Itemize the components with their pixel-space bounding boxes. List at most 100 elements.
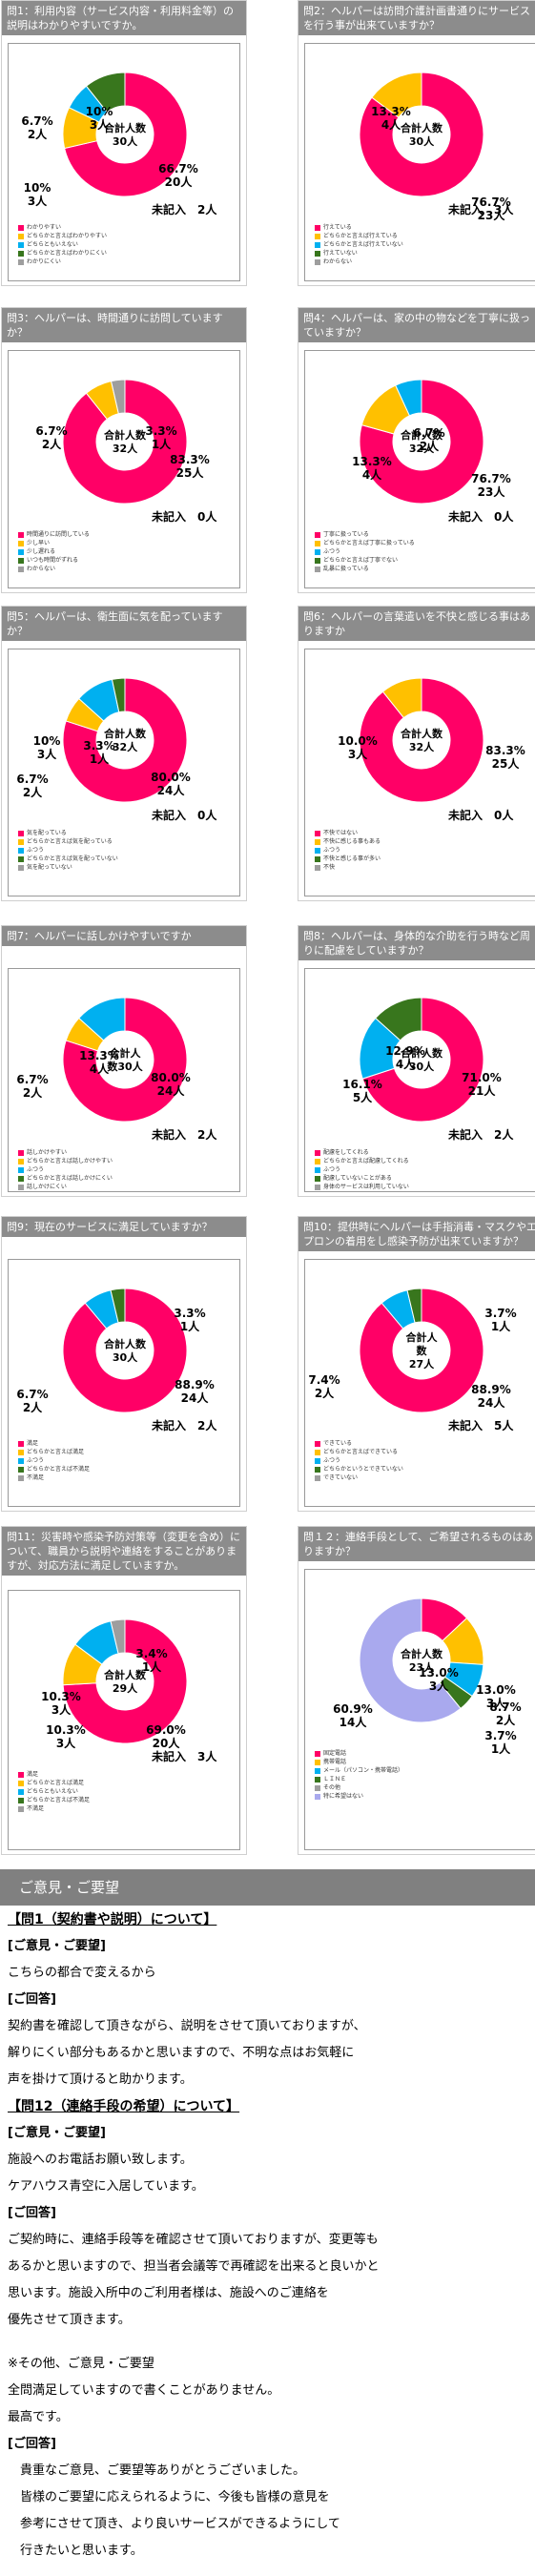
- legend-swatch: [18, 1449, 24, 1455]
- legend-label: 話しかけやすい: [27, 1149, 68, 1156]
- legend-swatch: [18, 1440, 24, 1447]
- legend-swatch: [315, 540, 320, 546]
- data-label-1: 80.0% 24人: [151, 771, 191, 797]
- legend-entry: 満足: [18, 1439, 90, 1448]
- legend-entry: いつも時間がずれる: [18, 556, 90, 565]
- legend-entry: 不快ではない: [315, 829, 381, 837]
- legend-label: どちらかと言えば話しかけやすい: [27, 1158, 113, 1164]
- legend-swatch: [315, 250, 320, 257]
- missing-count-label: 未記入 0人: [447, 808, 514, 822]
- data-label-1: 83.3% 25人: [485, 744, 525, 771]
- legend-label: どちらかと言えば満足: [27, 1780, 85, 1786]
- data-label-1: 76.7% 23人: [471, 196, 511, 222]
- legend-label: どちらかと言えば行えていない: [323, 241, 403, 248]
- legend-entry: ふつう: [315, 1456, 403, 1465]
- legend-entry: 不快と感じる事が多い: [315, 855, 381, 863]
- legend-entry: できていない: [315, 1473, 403, 1482]
- legend-label: わからない: [27, 566, 56, 572]
- chart-legend: わかりやすい どちらかと言えばわかりやすい どちらともいえない どちらかと言えばわかり…: [18, 223, 107, 266]
- legend-label: ＬＩＮＥ: [323, 1776, 347, 1783]
- data-label-3: 10% 3人: [33, 734, 61, 761]
- legend-entry: どちらともいえない: [18, 1787, 90, 1796]
- comment-line: 行きたいと思います。: [8, 2544, 143, 2558]
- legend-entry: 不快: [315, 863, 381, 872]
- data-label-3: 13.3% 4人: [79, 1049, 119, 1076]
- legend-entry: どちらかと言えば満足: [18, 1448, 90, 1456]
- donut-slice-1: [359, 677, 484, 803]
- legend-entry: どちらかと言えば丁寧に扱っている: [315, 539, 415, 547]
- donut-slice-3: [395, 379, 422, 417]
- plot-area: 合計人数 32人 80.0% 24人 6.7% 2人 10% 3人 3.3% 1人 未記入 0人 気を…: [8, 649, 240, 896]
- chart-panel-11: 問11：災害時や感染予防対策等（変更を含め）について、職員から説明や連絡をするこ…: [1, 1526, 247, 1855]
- center-total-label: 合計人数 32人: [104, 428, 147, 455]
- legend-swatch: [315, 1184, 320, 1190]
- legend-swatch: [18, 548, 24, 555]
- legend-swatch: [18, 1466, 24, 1473]
- data-label-1: 13.0% 3人: [419, 1666, 459, 1693]
- legend-entry: 丁寧に扱っている: [315, 530, 415, 539]
- data-label-4: 3.4% 1人: [135, 1647, 167, 1674]
- plot-area: 合計人数 32人 83.3% 25人 10.0% 3人 未記入 0人 不快ではない 不快に感じる…: [304, 649, 535, 896]
- data-label-2: 10.0% 3人: [338, 734, 378, 761]
- comment-line: 参考にさせて頂き、より良いサービスができるようにして: [8, 2517, 340, 2531]
- legend-entry: 話しかけやすい: [18, 1148, 113, 1157]
- data-label-3: 3.3% 1人: [145, 424, 176, 451]
- chart-legend: 行えている どちらかと言えば行えている どちらかと言えば行えていない 行えていない わか…: [315, 223, 403, 266]
- legend-entry: 不満足: [18, 1804, 90, 1813]
- legend-label: どちらかと言えば話しかけにくい: [27, 1175, 113, 1182]
- legend-label: どちらかと言えば丁寧でない: [323, 557, 399, 564]
- missing-count-label: 未記入 3人: [447, 202, 514, 216]
- legend-label: 特に希望はない: [323, 1793, 364, 1800]
- comment-line: 解りにくい部分もあるかと思いますので、不明な点はお気軽に: [8, 2046, 355, 2060]
- data-label-1: 66.7% 20人: [158, 162, 198, 189]
- comment-subheading: [ご意見・ご要望]: [8, 2126, 106, 2140]
- legend-swatch: [18, 1175, 24, 1182]
- donut-slice-1: [64, 72, 188, 197]
- legend-entry: 特に希望はない: [315, 1792, 403, 1801]
- comment-subheading: [ご回答]: [8, 2206, 56, 2220]
- legend-label: できている: [323, 1440, 353, 1447]
- donut-slice-6: [359, 1597, 462, 1723]
- legend-swatch: [315, 1449, 320, 1455]
- comment-heading: 【問1（契約書や説明）について】: [8, 1912, 217, 1927]
- comment-line: こちらの都合で変えるから: [8, 1966, 156, 1980]
- legend-entry: ＬＩＮＥ: [315, 1775, 403, 1783]
- legend-entry: どちらともいえない: [18, 240, 107, 249]
- legend-swatch: [18, 258, 24, 265]
- data-label-2: 7.4% 2人: [308, 1373, 340, 1400]
- legend-entry: ふつう: [18, 1165, 113, 1174]
- question-title: 問10：提供時にヘルパーは手指消毒・マスクやエプロンの着用をし感染予防が出来てい…: [298, 1217, 535, 1251]
- legend-entry: 乱暴に扱っている: [315, 565, 415, 573]
- legend-entry: わかりにくい: [18, 258, 107, 266]
- question-title: 問11：災害時や感染予防対策等（変更を含め）について、職員から説明や連絡をするこ…: [2, 1527, 246, 1576]
- question-title: 問1：利用内容（サービス内容・利用料金等）の説明はわかりやすいですか。: [2, 1, 246, 35]
- legend-label: わかりやすい: [27, 224, 62, 231]
- chart-panel-9: 問9：現在のサービスに満足していますか？ 合計人数 30人 88.9% 24人 6.7% 2…: [1, 1216, 247, 1512]
- chart-panel-12: 問１２：連絡手段として、ご希望されるものはありますか？ 合計人数 23人 13.0% 3…: [298, 1526, 535, 1855]
- legend-entry: 気を配っていない: [18, 863, 118, 872]
- legend-label: ふつう: [323, 847, 341, 854]
- legend-swatch: [18, 566, 24, 572]
- legend-swatch: [315, 233, 320, 239]
- legend-entry: どちらかと言えば満足: [18, 1779, 90, 1787]
- legend-label: 時間通りに訪問している: [27, 531, 90, 538]
- legend-label: 話しかけにくい: [27, 1184, 67, 1190]
- question-title: 問8：ヘルパーは、身体的な介助を行う時など周りに配慮をしていますか？: [298, 926, 535, 960]
- chart-panel-7: 問7：ヘルパーに話しかけやすいですか 合計人数30人 80.0% 24人 6.7% 2人 1…: [1, 925, 247, 1197]
- legend-entry: わかりやすい: [18, 223, 107, 232]
- data-label-3: 3.3% 1人: [174, 1307, 205, 1333]
- legend-swatch: [18, 540, 24, 546]
- legend-entry: どちらかと言えば行えていない: [315, 240, 403, 249]
- comment-line: あるかと思いますので、担当者会議等で再確認を出来ると良いかと: [8, 2259, 380, 2274]
- comment-heading: 【問12（連絡手段の希望）について】: [8, 2099, 240, 2114]
- legend-entry: できている: [315, 1439, 403, 1448]
- legend-swatch: [315, 1784, 320, 1791]
- data-label-2: 13.3% 4人: [352, 455, 392, 482]
- legend-entry: メール（パソコン・携帯電話）: [315, 1766, 403, 1775]
